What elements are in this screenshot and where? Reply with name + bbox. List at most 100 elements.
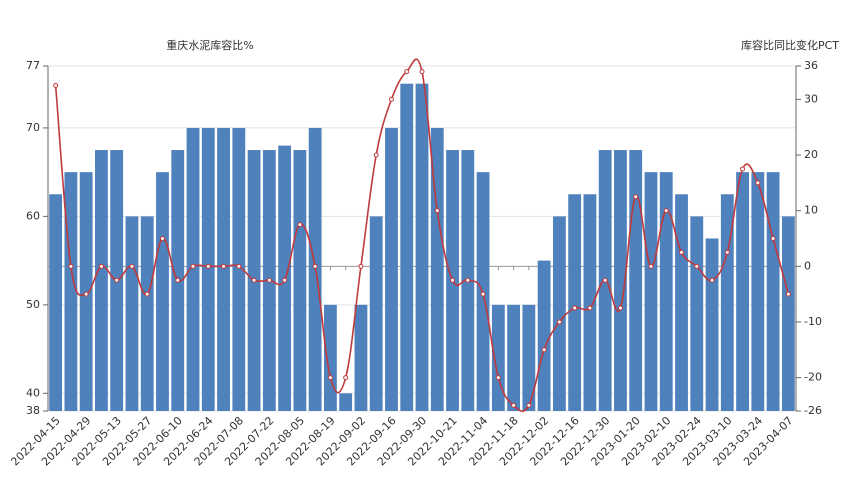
y2-tick-label: 10: [804, 204, 818, 217]
y2-tick-label: 36: [804, 59, 818, 72]
line-point: [404, 69, 410, 75]
line-point: [724, 249, 730, 255]
y-tick-label: 50: [26, 298, 40, 311]
y-tick-label: 38: [26, 404, 40, 417]
line-point: [175, 277, 181, 283]
bar: [766, 172, 780, 411]
bar: [156, 172, 169, 411]
bar: [568, 194, 582, 411]
bar: [140, 216, 154, 411]
line-point: [53, 82, 59, 88]
bar: [675, 194, 688, 411]
line-point: [556, 319, 562, 325]
y2-tick-label: 30: [804, 92, 818, 105]
bar: [430, 127, 444, 411]
bar: [720, 194, 734, 411]
line-point: [129, 263, 135, 269]
bar: [736, 172, 749, 411]
line-point: [266, 277, 272, 283]
line-point: [388, 96, 394, 102]
right-axis-title: 库容比同比变化PCT: [741, 38, 839, 52]
line-point: [373, 152, 379, 158]
line-point: [312, 263, 318, 269]
line-point: [251, 277, 257, 283]
line-point: [663, 208, 669, 214]
bar: [49, 194, 63, 411]
line-point: [511, 402, 517, 408]
y2-tick-label: -20: [804, 371, 822, 384]
bar: [614, 150, 627, 412]
bar: [369, 216, 383, 411]
line-point: [495, 375, 501, 381]
line-point: [526, 402, 532, 408]
bar: [659, 172, 673, 411]
bar: [385, 127, 398, 411]
bar: [95, 150, 108, 412]
bar: [339, 393, 353, 411]
line-point: [785, 291, 791, 297]
bar: [64, 172, 78, 411]
left-axis-title: 重庆水泥库容比%: [166, 38, 253, 52]
bar: [323, 304, 337, 411]
bar: [781, 216, 795, 411]
bar: [644, 172, 658, 411]
bar: [507, 304, 521, 411]
line-point: [144, 291, 150, 297]
line-point: [327, 375, 333, 381]
y2-tick-label: 20: [804, 148, 818, 161]
line-point: [419, 69, 425, 75]
line-point: [159, 236, 165, 241]
line-point: [205, 263, 211, 269]
line-point: [648, 263, 654, 269]
bar: [217, 127, 230, 411]
bar: [583, 194, 597, 411]
y2-tick-label: -26: [804, 404, 822, 417]
y-tick-label: 40: [26, 386, 40, 399]
line-point: [587, 305, 593, 311]
line-point: [633, 194, 639, 200]
line-point: [358, 263, 364, 269]
line-point: [465, 277, 471, 283]
bar: [476, 172, 490, 411]
bar: [125, 216, 139, 411]
line-point: [740, 166, 746, 172]
bar: [552, 216, 566, 411]
line-point: [114, 277, 120, 283]
line-point: [679, 249, 685, 255]
line-point: [572, 305, 578, 311]
y-tick-label: 77: [26, 59, 40, 72]
bar: [79, 172, 93, 411]
line-point: [282, 277, 288, 283]
line-point: [98, 263, 104, 269]
line-point: [68, 263, 74, 269]
line-point: [190, 263, 196, 269]
line-point: [434, 208, 440, 214]
bar: [751, 172, 765, 411]
line-point: [755, 180, 761, 186]
line-point: [709, 277, 715, 283]
line-point: [236, 263, 242, 269]
bar: [186, 127, 200, 411]
bar: [354, 304, 368, 411]
line-point: [297, 222, 303, 228]
bar: [629, 150, 643, 412]
line-point: [602, 277, 608, 283]
y-tick-label: 60: [26, 209, 40, 222]
bar: [400, 83, 414, 411]
line-point: [450, 277, 456, 283]
line-point: [343, 375, 349, 381]
bar: [201, 127, 215, 411]
line-point: [617, 305, 623, 311]
y-tick-label: 70: [26, 121, 40, 134]
y2-tick-label: -10: [804, 315, 822, 328]
line-point: [221, 263, 227, 269]
bar: [293, 150, 307, 412]
line-point: [83, 291, 89, 297]
bar: [415, 83, 429, 411]
line-point: [480, 291, 486, 297]
bar: [491, 304, 505, 411]
line-point: [770, 236, 776, 241]
line-point: [541, 347, 547, 353]
